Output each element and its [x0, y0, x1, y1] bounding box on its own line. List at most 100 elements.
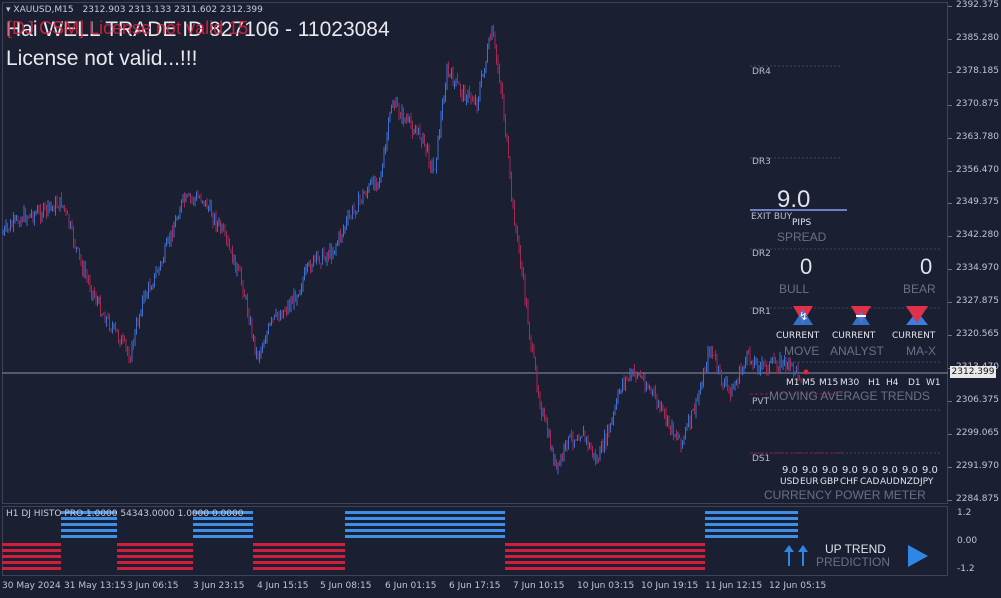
- bear-histo-bar: [253, 549, 345, 552]
- bull-histo-bar: [345, 511, 505, 514]
- tf-h4[interactable]: H4: [886, 378, 899, 388]
- bull-histo-bar: [193, 511, 253, 514]
- currency-code-aud: AUD: [880, 477, 900, 487]
- time-label: 31 May 13:15: [64, 581, 126, 591]
- symbol-header: ▾ XAUUSD,M15 2312.903 2313.133 2311.602 …: [6, 5, 263, 15]
- price-label: 2306.375: [956, 394, 999, 405]
- bear-label: BEAR: [903, 282, 936, 296]
- currency-value-eur: 9.0: [802, 465, 818, 476]
- bear-histo-bar: [253, 567, 345, 570]
- histogram-panel[interactable]: [2, 506, 948, 576]
- ma-x-signal-icon: [906, 306, 928, 325]
- bull-histo-bar: [345, 523, 505, 526]
- tf-h1[interactable]: H1: [868, 378, 881, 388]
- bull-histo-bar: [705, 517, 798, 520]
- spread-label: SPREAD: [777, 230, 827, 244]
- ma-x-label: MA-X: [906, 344, 936, 358]
- currency-code-eur: EUR: [800, 477, 819, 487]
- histogram-bars: [2, 511, 798, 570]
- price-tick: [948, 400, 952, 402]
- level-dr2: DR2: [752, 249, 771, 259]
- tf-m1[interactable]: M1: [786, 378, 800, 388]
- time-label: 3 Jun 06:15: [127, 581, 179, 591]
- analyst-signal-icon: [851, 306, 871, 325]
- time-label: 12 Jun 05:15: [769, 581, 827, 591]
- currency-value-cad: 9.0: [862, 465, 878, 476]
- time-label: 10 Jun 19:15: [641, 581, 699, 591]
- time-label: 6 Jun 17:15: [449, 581, 501, 591]
- price-tick: [948, 71, 952, 73]
- histo-axis-mid: 0.00: [957, 536, 978, 546]
- price-label: 2356.470: [956, 164, 999, 175]
- account-title: Hai WELL TRADE ID 827106 - 11023084: [6, 18, 390, 41]
- bear-value: 0: [920, 254, 933, 279]
- level-exit-buy: EXIT BUY: [751, 212, 793, 222]
- level-ds1: DS1: [752, 454, 771, 464]
- tf-d1[interactable]: D1: [908, 378, 921, 388]
- bull-histo-bar: [61, 523, 117, 526]
- currency-value-usd: 9.0: [782, 465, 798, 476]
- time-label: 7 Jun 10:15: [513, 581, 565, 591]
- price-tick: [948, 466, 952, 468]
- time-label: 4 Jun 15:15: [257, 581, 309, 591]
- bear-histo-bar: [117, 567, 193, 570]
- level-dr4: DR4: [752, 67, 771, 77]
- current-price-tag: 2312.399: [950, 366, 996, 378]
- bear-histo-bar: [253, 543, 345, 546]
- currency-value-chf: 9.0: [842, 465, 858, 476]
- bear-histo-bar: [253, 561, 345, 564]
- bull-histo-bar: [705, 523, 798, 526]
- price-label: 2363.780: [956, 131, 999, 142]
- price-label: 2327.875: [956, 296, 999, 307]
- price-chart[interactable]: [2, 2, 948, 504]
- main-chart-panel[interactable]: [2, 2, 948, 504]
- bull-label: BULL: [779, 282, 810, 296]
- analyst-status: CURRENT: [832, 331, 876, 341]
- bull-histo-bar: [61, 517, 117, 520]
- move-signal-icon: ↯: [793, 306, 813, 325]
- ma-x-status: CURRENT: [892, 331, 936, 341]
- bull-histo-bar: [345, 535, 505, 538]
- play-icon[interactable]: [906, 544, 930, 568]
- time-label: 11 Jun 12:15: [705, 581, 763, 591]
- level-dr1: DR1: [752, 307, 771, 317]
- level-pvt: PVT: [752, 397, 770, 407]
- price-label: 2291.970: [956, 460, 999, 471]
- tf-w1[interactable]: W1: [926, 378, 941, 388]
- spread-unit: PIPS: [792, 218, 812, 228]
- tf-m15[interactable]: M15: [819, 378, 839, 388]
- ohlc-values: 2312.903 2313.133 2311.602 2312.399: [82, 5, 263, 15]
- tf-m30[interactable]: M30: [840, 378, 860, 388]
- price-tick: [948, 6, 952, 7]
- bull-histo-bar: [193, 523, 253, 526]
- symbol-label: XAUUSD,M15: [13, 5, 74, 15]
- spread-value: 9.0: [777, 186, 811, 213]
- bull-histo-bar: [61, 511, 117, 514]
- analyst-label: ANALYST: [830, 344, 884, 358]
- price-axis[interactable]: 2392.375 2385.280 2378.185 2370.875 2363.780…: [948, 0, 1001, 504]
- price-label: 2392.375: [956, 0, 999, 10]
- bear-histo-bar: [505, 549, 705, 552]
- price-label: 2320.565: [956, 329, 999, 339]
- bear-histo-bar: [117, 543, 193, 546]
- move-status: CURRENT: [776, 331, 820, 341]
- dropdown-triangle-icon[interactable]: ▾: [6, 5, 11, 15]
- bear-histo-bar: [2, 555, 61, 558]
- currency-code-chf: CHF: [840, 477, 859, 487]
- price-label: 2284.875: [956, 493, 999, 504]
- bull-histo-bar: [705, 511, 798, 514]
- ma-trends-label: MOVING AVERAGE TRENDS: [769, 389, 930, 403]
- price-tick: [948, 236, 952, 238]
- time-label: 3 Jun 23:15: [193, 581, 245, 591]
- bull-histo-bar: [705, 535, 798, 538]
- price-tick: [948, 433, 952, 435]
- bear-histo-bar: [505, 561, 705, 564]
- time-axis[interactable]: 30 May 2024 31 May 13:15 3 Jun 06:15 3 Jun …: [0, 578, 948, 598]
- price-label: 2385.280: [956, 32, 999, 43]
- svg-text:↯: ↯: [799, 310, 808, 323]
- bear-histo-bar: [2, 561, 61, 564]
- currency-value-gbp: 9.0: [822, 465, 838, 476]
- currency-meter-label: CURRENCY POWER METER: [764, 488, 926, 502]
- prediction-label: PREDICTION: [816, 555, 891, 569]
- tf-m5[interactable]: M5: [802, 378, 816, 388]
